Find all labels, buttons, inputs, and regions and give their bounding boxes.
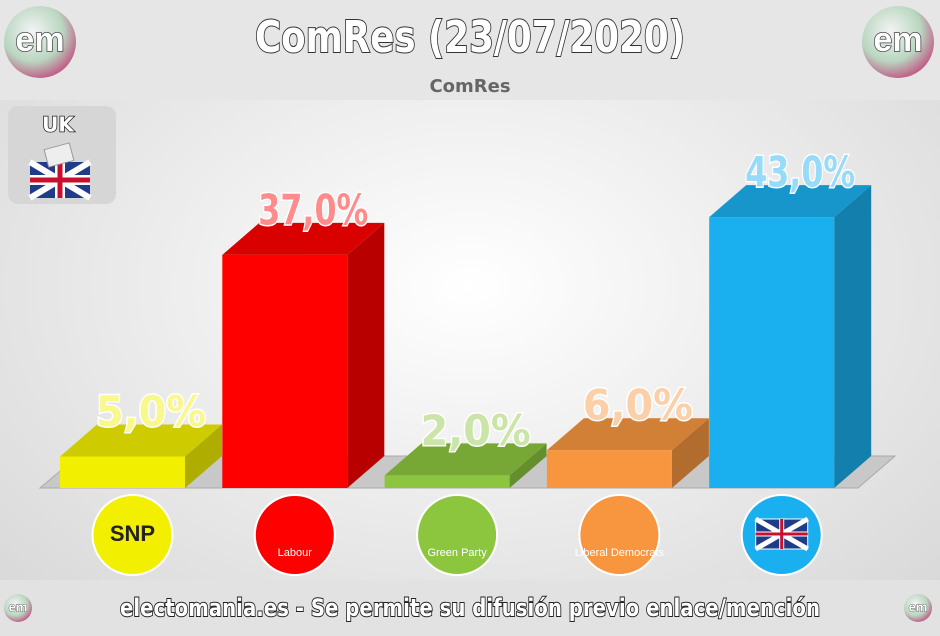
- bar-top: [60, 424, 222, 457]
- bar-top: [709, 185, 872, 218]
- bar-top: [222, 222, 385, 255]
- value-label: 6,0%: [583, 381, 693, 430]
- bar: [546, 450, 672, 488]
- category-label: Liberal Democrats: [575, 547, 665, 559]
- value-label: 37,0%: [258, 185, 368, 234]
- region-badge: UK: [8, 106, 116, 204]
- bar: [60, 456, 185, 488]
- bar: [709, 217, 835, 488]
- party-logo: [740, 494, 823, 576]
- bar-side: [834, 185, 872, 488]
- logo-text: em: [873, 21, 922, 59]
- party-logo: SNP: [91, 494, 174, 576]
- party-logo-circle: [253, 494, 336, 576]
- footer-text: electomania.es - Se permite su difusión …: [120, 594, 820, 622]
- value-label: 2,0%: [421, 406, 531, 455]
- bar-side: [347, 222, 385, 488]
- bar-top: [546, 418, 709, 451]
- bar-side: [185, 424, 222, 488]
- party-logo-circle: [91, 494, 174, 576]
- bar-top: [384, 443, 547, 476]
- logo: em em em em: [4, 6, 934, 622]
- party-logo: Liberal Democrats: [575, 494, 665, 576]
- logo-text: em: [9, 599, 28, 614]
- value-label: 43,0%: [745, 148, 855, 197]
- party-logo-circle: [578, 494, 661, 576]
- value-label: 5,0%: [96, 387, 206, 436]
- bar-side: [671, 418, 709, 488]
- party-logo-circle: [416, 494, 499, 576]
- footer-band: [0, 580, 940, 636]
- category-label: Green Party: [427, 547, 487, 559]
- party-logo: Labour: [253, 494, 336, 576]
- logo-text: em: [15, 21, 64, 59]
- region-label: UK: [42, 113, 75, 137]
- bar: [222, 254, 348, 488]
- chart-subtitle: ComRes: [429, 76, 510, 97]
- category-label: Labour: [278, 547, 313, 559]
- party-logo: Green Party: [416, 494, 499, 576]
- bar: [384, 475, 510, 488]
- category-label: SNP: [110, 521, 155, 546]
- header-band: [0, 0, 940, 100]
- logo-text: em: [909, 599, 928, 614]
- flag-icon: [755, 519, 808, 549]
- bar-side: [509, 443, 547, 488]
- chart-title: ComRes (23/07/2020): [255, 12, 685, 63]
